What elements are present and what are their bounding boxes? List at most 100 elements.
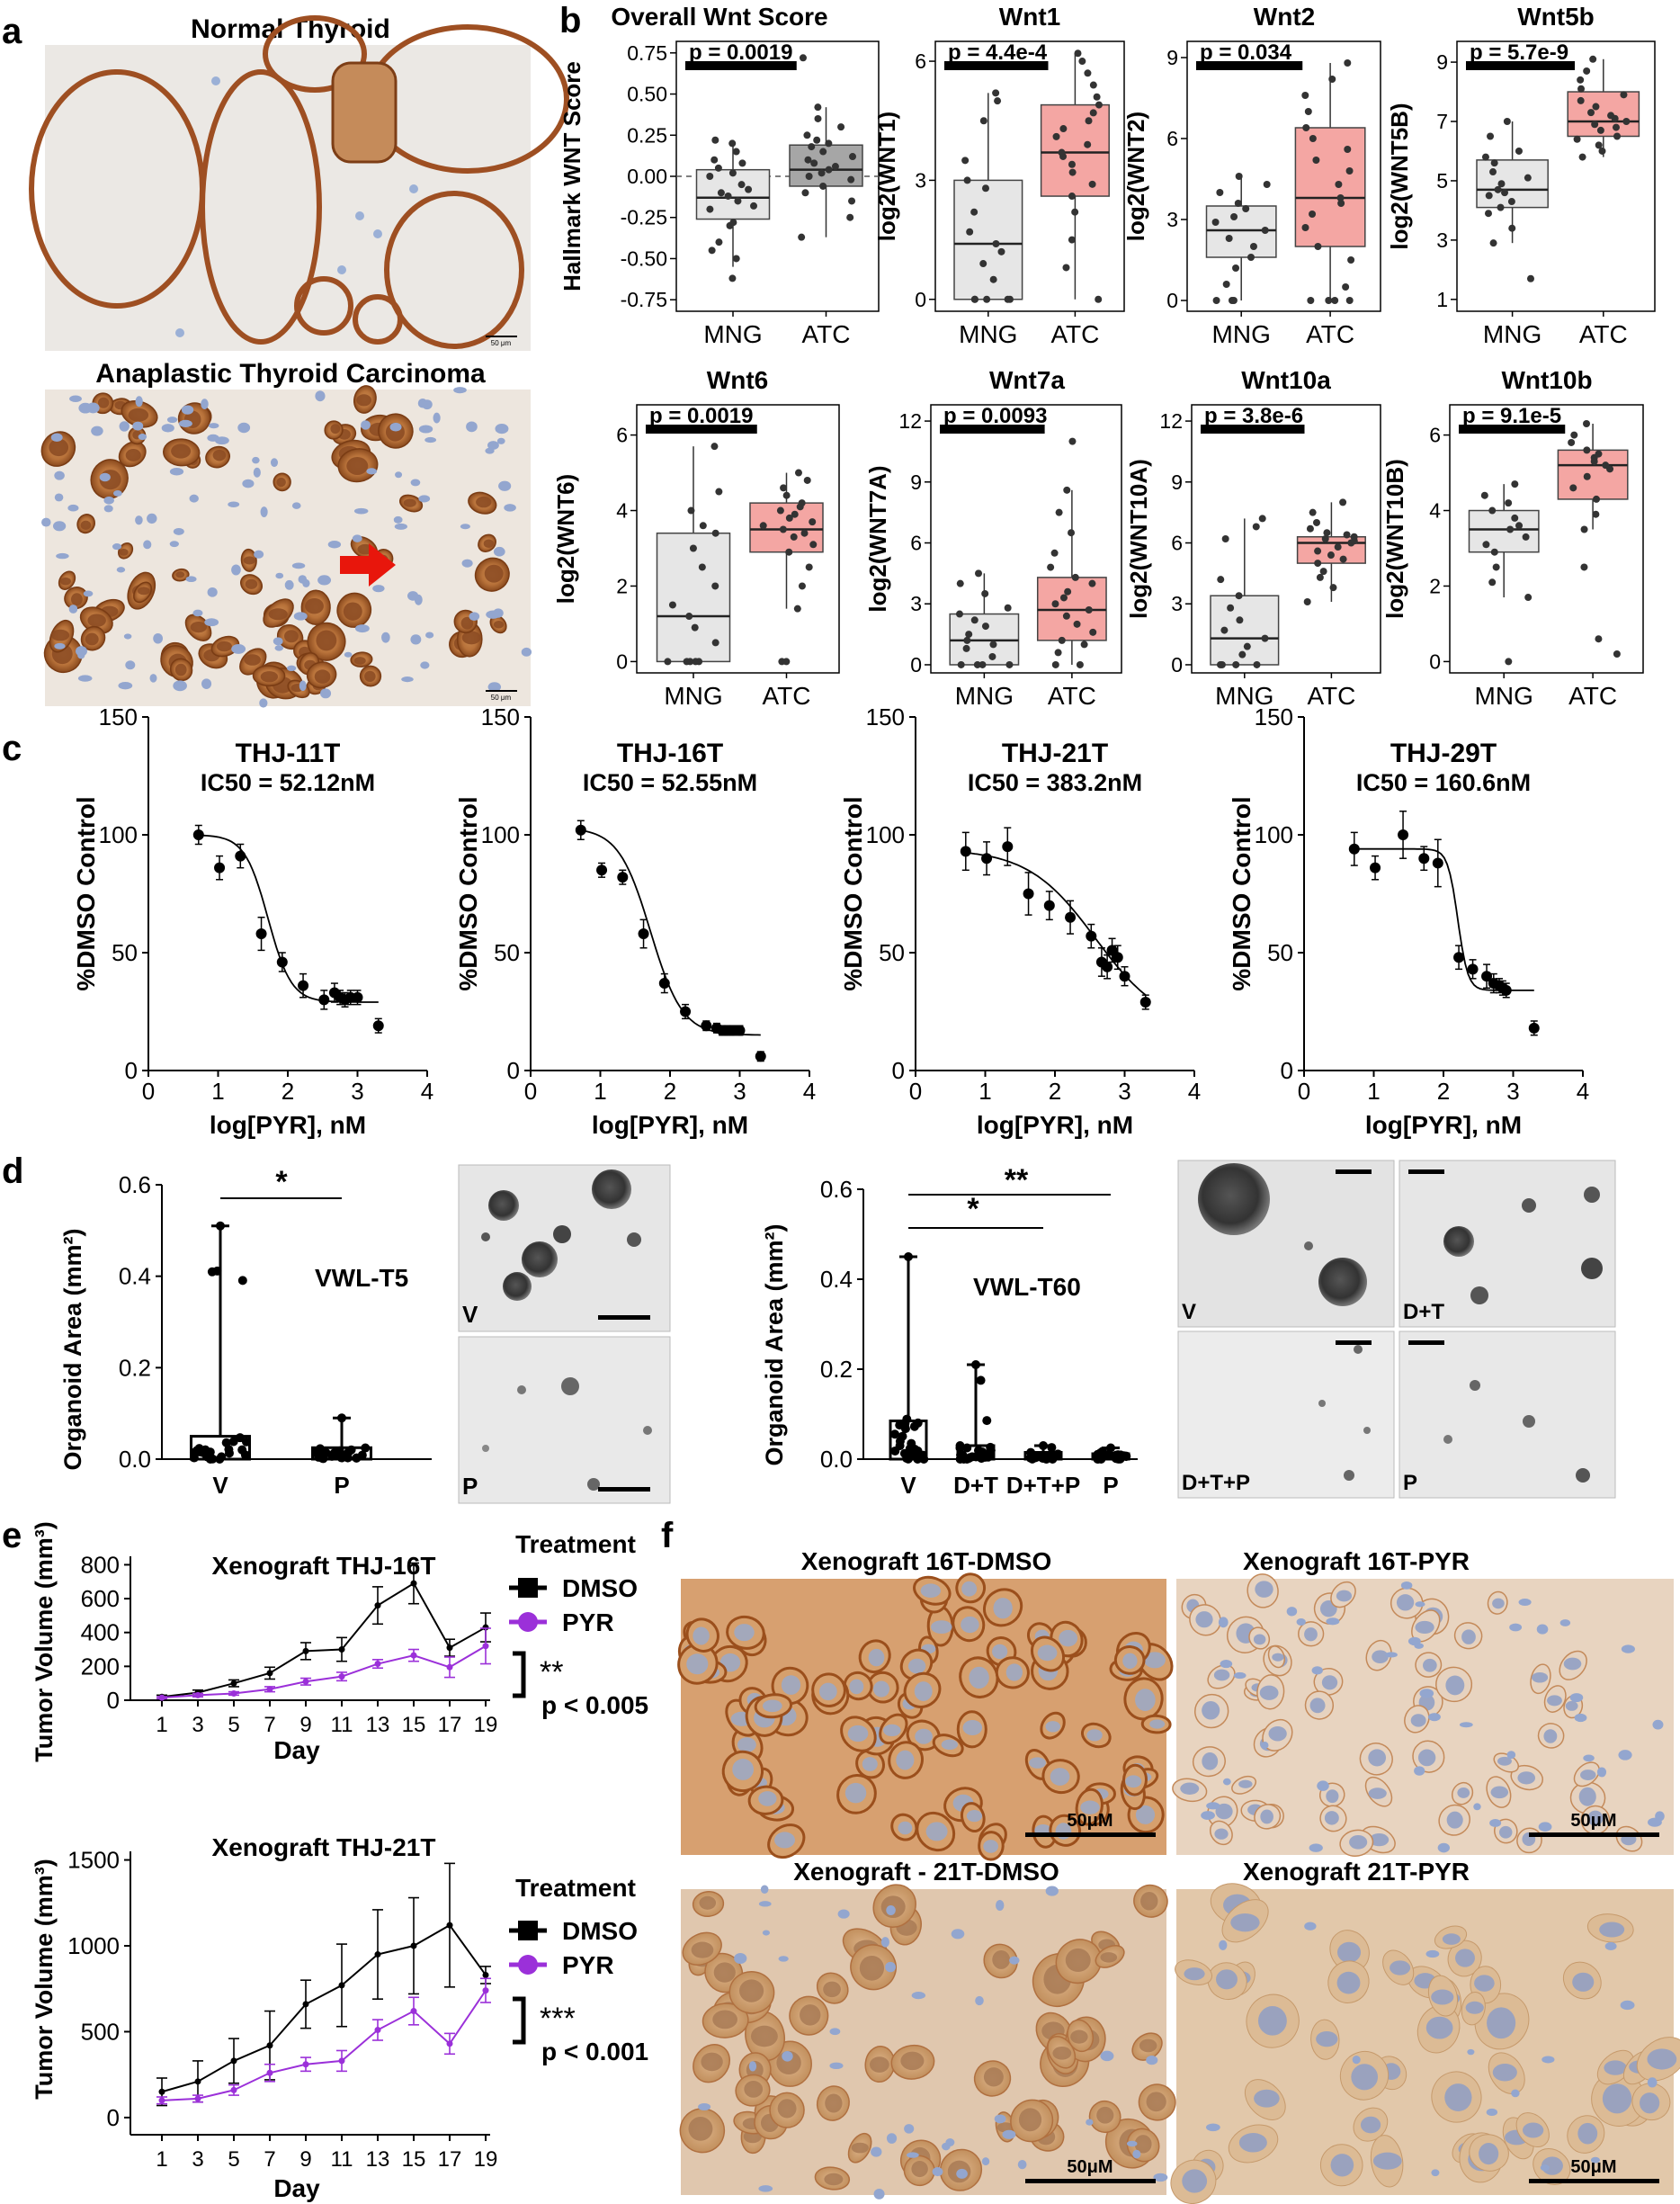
nucleus xyxy=(849,1679,864,1695)
data-point xyxy=(1238,650,1247,659)
data-point xyxy=(900,1424,910,1434)
nucleus xyxy=(1029,1757,1046,1769)
data-point xyxy=(803,131,811,139)
stromal-nucleus xyxy=(418,495,431,503)
stromal-nucleus xyxy=(315,390,326,402)
data-point xyxy=(1501,189,1509,197)
stromal-nucleus xyxy=(54,642,66,650)
data-point xyxy=(1511,480,1519,488)
stromal-nucleus xyxy=(1574,1713,1587,1723)
ic50-label: IC50 = 52.12nM xyxy=(201,769,375,796)
data-point xyxy=(1337,200,1345,207)
data-point xyxy=(848,197,856,205)
nucleus xyxy=(1309,1698,1326,1714)
data-point xyxy=(717,189,725,197)
data-point xyxy=(1229,297,1238,304)
stromal-nucleus xyxy=(1618,1750,1632,1761)
stromal-nucleus xyxy=(1126,2140,1138,2147)
data-point xyxy=(715,488,723,496)
chart-title: THJ-16T xyxy=(617,739,723,768)
stromal-nucleus xyxy=(253,467,261,478)
img-label-v-right: V xyxy=(1182,1300,1196,1324)
data-point xyxy=(813,136,821,144)
nucleus xyxy=(1215,1803,1233,1820)
nucleus xyxy=(1272,1653,1284,1662)
data-point xyxy=(1263,181,1271,188)
data-point xyxy=(1418,853,1430,865)
nucleus xyxy=(686,1653,709,1675)
y-tick-label: 9 xyxy=(1166,46,1178,69)
data-point xyxy=(825,166,833,174)
nucleus xyxy=(869,2056,889,2073)
stromal-nucleus xyxy=(871,2146,882,2157)
data-point xyxy=(680,1006,692,1017)
nucleus xyxy=(119,548,129,556)
stromal-nucleus xyxy=(372,585,385,593)
stromal-nucleus xyxy=(1222,1778,1231,1786)
nucleus xyxy=(983,2067,1004,2087)
stromal-nucleus xyxy=(1431,2169,1440,2177)
data-point xyxy=(1497,180,1506,188)
nucleus xyxy=(356,394,372,407)
stromal-nucleus xyxy=(317,575,332,586)
data-point xyxy=(241,1437,251,1447)
y-tick-label: -0.25 xyxy=(621,206,667,229)
data-point xyxy=(970,616,979,624)
stromal-nucleus xyxy=(1596,1767,1607,1778)
data-point xyxy=(831,163,839,171)
scale-label-f2: 50μM xyxy=(1570,1811,1616,1831)
stromal-nucleus xyxy=(1559,1619,1571,1626)
nucleus xyxy=(305,597,324,614)
data-point xyxy=(1347,256,1355,264)
data-point xyxy=(1314,560,1322,568)
nucleus xyxy=(992,1644,1008,1660)
data-point xyxy=(1506,525,1515,533)
x-tick-label: V xyxy=(900,1472,916,1499)
data-point xyxy=(1023,888,1034,900)
data-point xyxy=(1583,419,1591,427)
nucleus xyxy=(781,1675,801,1695)
data-point xyxy=(1261,634,1269,642)
data-point xyxy=(1071,208,1079,216)
data-point xyxy=(1494,185,1502,193)
stromal-nucleus xyxy=(201,399,209,410)
data-point xyxy=(1508,224,1516,232)
y-tick-label: 0 xyxy=(1171,653,1183,676)
data-point xyxy=(804,156,812,164)
x-tick-label: 4 xyxy=(803,1078,816,1105)
y-tick-label: 50 xyxy=(1267,939,1293,966)
y-tick-label: 0.6 xyxy=(119,1171,151,1198)
stromal-nucleus xyxy=(207,434,219,442)
nucleus xyxy=(1259,1685,1279,1700)
data-point xyxy=(1258,515,1266,523)
data-point xyxy=(970,208,979,216)
x-tick-label: 3 xyxy=(733,1078,746,1105)
stromal-nucleus xyxy=(975,1995,984,2006)
data-point xyxy=(708,246,716,255)
y-tick-label: 100 xyxy=(99,821,138,848)
organoid-images-left: V P xyxy=(458,1164,671,1504)
data-point xyxy=(1487,132,1495,140)
significance-bar xyxy=(685,61,797,70)
nucleus xyxy=(1431,1989,1454,2005)
y-tick-label: 0 xyxy=(616,650,628,673)
data-point xyxy=(755,1051,766,1062)
y-axis-label: %DMSO Control xyxy=(839,796,867,990)
data-point xyxy=(997,247,1005,255)
nucleus xyxy=(216,641,232,652)
nucleus xyxy=(983,1840,999,1853)
data-point xyxy=(1068,160,1076,168)
data-point xyxy=(689,544,697,552)
stromal-nucleus xyxy=(1511,2089,1520,2098)
data-point xyxy=(237,1445,247,1455)
nucleus xyxy=(1238,2133,1267,2153)
stromal-nucleus xyxy=(758,1901,772,1907)
data-point xyxy=(1002,841,1014,853)
nucleus xyxy=(1195,1611,1213,1628)
nucleus xyxy=(701,2052,723,2072)
data-point xyxy=(1051,600,1059,608)
data-point xyxy=(1569,484,1577,492)
data-point xyxy=(691,623,699,632)
nucleus xyxy=(1487,2007,1516,2039)
